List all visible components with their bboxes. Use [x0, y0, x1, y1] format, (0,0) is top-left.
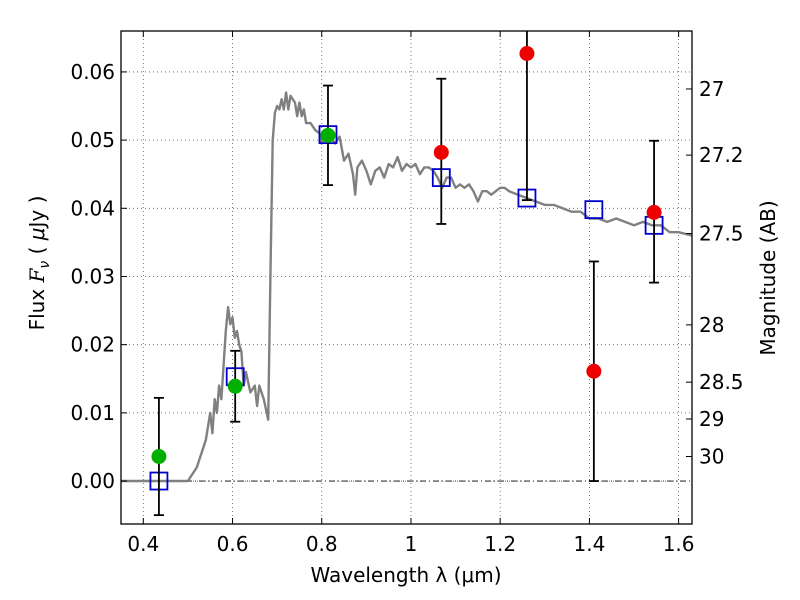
x-tick-label: 1.6 — [663, 532, 695, 556]
y-label-mu: μ — [25, 227, 49, 241]
green-data-point — [227, 378, 243, 394]
red-data-point — [646, 204, 662, 220]
green-data-point — [151, 448, 167, 464]
y-tick-label: 0.06 — [70, 60, 115, 84]
y-label-open: ( — [25, 240, 49, 261]
y2-tick-label: 28 — [699, 313, 724, 337]
y-label-flux: Flux — [25, 282, 49, 330]
green-data-point — [320, 127, 336, 143]
y2-tick-label: 27.2 — [699, 143, 744, 167]
y2-tick-label: 27.5 — [699, 222, 744, 246]
synthetic-flux-square — [584, 200, 604, 220]
y-axis-label: Flux Fν ( μJy ) — [25, 196, 53, 331]
y2-tick-label: 27 — [699, 77, 724, 101]
y2-tick-label: 29 — [699, 407, 724, 431]
plot-area — [121, 31, 692, 517]
plot-content — [121, 31, 692, 517]
plot-frame — [120, 30, 693, 525]
y-label-unit: Jy ) — [25, 196, 49, 230]
x-tick-label: 1 — [405, 532, 418, 556]
y-tick-label: 0.05 — [70, 128, 115, 152]
axis-ticks: 0.4 0.6 0.8 1 1.2 1.4 1.6 0.00 0.01 0.02 0.03 0.04 0… — [70, 31, 744, 556]
x-axis-label: Wavelength λ (μm) — [310, 563, 501, 587]
model-spectrum-line — [121, 91, 692, 483]
y-tick-label: 0.01 — [70, 401, 115, 425]
y2-tick-label: 28.5 — [699, 370, 744, 394]
y-tick-label: 0.04 — [70, 196, 115, 220]
y-label-f: F — [25, 267, 49, 283]
y2-tick-label: 30 — [699, 444, 724, 468]
red-data-point — [433, 144, 449, 160]
red-data-point — [586, 363, 602, 379]
right-axis-label: Magnitude (AB) — [756, 200, 780, 355]
y-tick-label: 0.00 — [70, 469, 115, 493]
grid-lines — [121, 31, 692, 524]
x-tick-label: 0.4 — [127, 532, 159, 556]
x-tick-label: 1.2 — [484, 532, 516, 556]
y-tick-label: 0.02 — [70, 333, 115, 357]
x-tick-label: 1.4 — [573, 532, 605, 556]
red-data-point — [519, 46, 535, 62]
y-label-nu: ν — [37, 261, 53, 269]
y-tick-label: 0.03 — [70, 264, 115, 288]
x-tick-label: 0.6 — [217, 532, 249, 556]
x-tick-label: 0.8 — [306, 532, 338, 556]
